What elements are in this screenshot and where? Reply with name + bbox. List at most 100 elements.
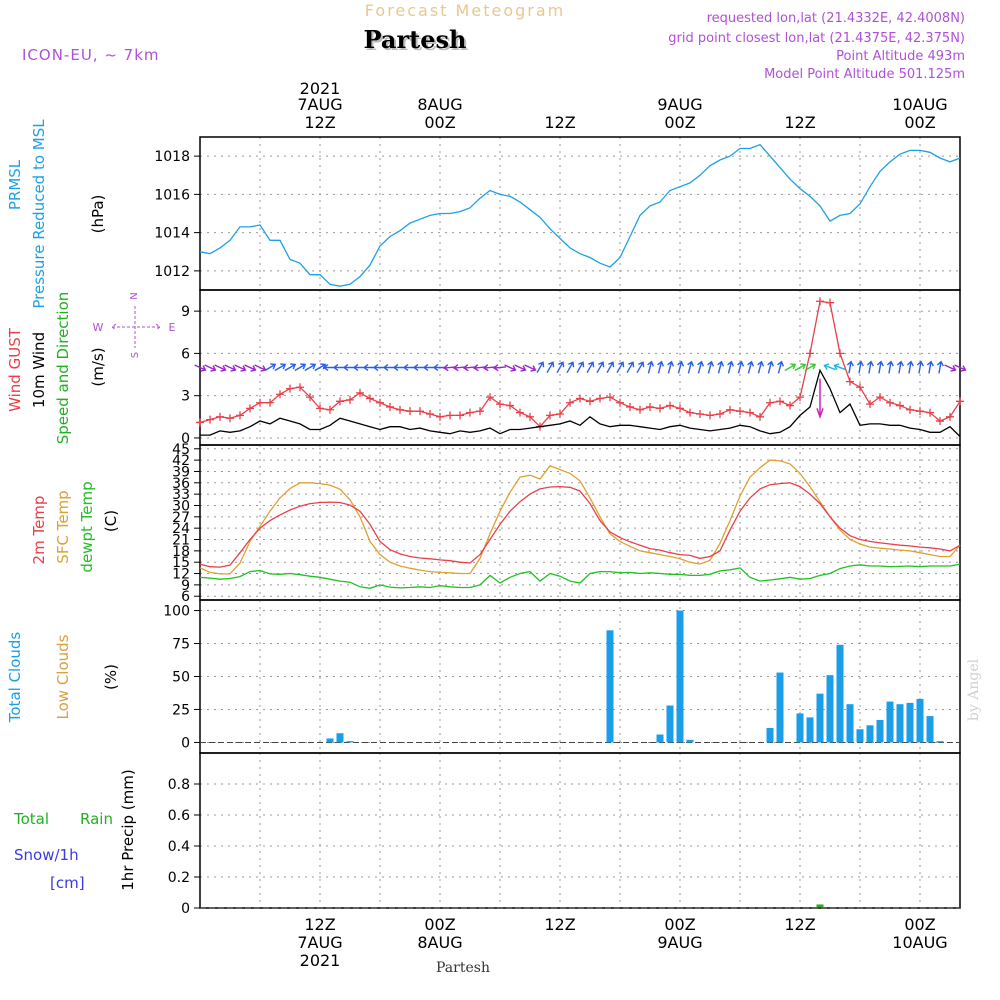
cloud-bar [936,741,944,743]
wind-direction-arrow [846,360,854,374]
temp-ytick-label: 36 [172,476,190,492]
wind-direction-arrow [626,361,635,374]
gust-marker [866,400,874,409]
cloud-ytick-label: 100 [163,604,190,620]
wind-direction-arrow [514,364,527,372]
wind-arrow-shape [747,360,755,374]
temp-ytick-label: 15 [172,555,190,571]
wind-arrow-shape [274,363,287,372]
wind-direction-arrow [636,361,645,374]
cloud-bar [656,734,664,743]
gust-marker [766,398,774,407]
sfc-temp-label: SFC Temp [54,490,72,563]
wind-arrow-shape [546,361,555,374]
wind-direction-arrow [224,364,237,372]
wind-direction-arrow [244,364,257,372]
cloud-bar [776,672,784,743]
wind-direction-arrow [504,364,517,372]
top-axis-hour: 00Z [664,113,695,132]
temp-ytick-label: 21 [172,533,190,549]
gust-marker [246,404,254,413]
wind-arrow-shape [926,360,934,374]
pressure-frame [199,136,961,291]
wind-direction-arrow [833,363,846,371]
gust-marker [636,405,644,414]
wind-ytick-label: 0 [181,431,190,447]
wind-arrow-spike [816,378,824,420]
credit-label: by Angel [966,658,982,721]
wind-direction-arrow [886,360,894,374]
wind-arrow-shape [906,360,914,374]
gust-marker [586,397,594,406]
rain-label: Rain [80,810,113,828]
wind-direction-arrow [697,360,705,374]
temp-unit: (C) [102,510,120,532]
gust-marker [896,401,904,410]
gust-marker [266,398,274,407]
wind-direction-arrow [767,360,775,374]
gust-marker [786,401,794,410]
precip-ytick-label: 0.2 [168,870,190,886]
precip-ytick-label: 0.8 [168,777,190,793]
temp-ytick-label: 39 [172,464,190,480]
cloud-bar [676,610,684,743]
dewpoint-label: dewpt Temp [78,481,96,572]
top-axis-date: 7AUG [297,95,342,114]
location-title: Partesh [364,25,467,54]
pressure-ytick-label: 1012 [154,264,190,280]
gust-marker [916,407,924,416]
wind-arrow-shape [896,360,904,374]
cloud-bar [836,644,844,743]
temp-ytick-label: 30 [172,498,190,514]
wind-arrow-shape [264,363,277,372]
gust-marker [546,411,554,420]
wind-arrow-shape [596,361,605,374]
cloud-ytick-label: 50 [172,670,190,686]
top-axis-year: 2021 [300,79,341,98]
gust-marker [366,394,374,403]
cloud-ytick-label: 0 [181,735,190,751]
cloud-bar [796,713,804,743]
temp-ytick-label: 45 [172,442,190,458]
pressure-label: PRMSL [6,159,24,210]
wind-arrow-shape [784,363,797,372]
wind-arrow-shape [954,364,967,372]
bottom-axis-hour: 00Z [424,915,455,934]
bottom-axis-hour: 00Z [904,915,935,934]
wind-direction-arrow [524,364,537,372]
wind-direction-arrow [596,361,605,374]
bottom-axis-date: 8AUG [417,933,462,952]
wind-arrow-shape [214,364,227,372]
gust-marker [486,393,494,402]
cloud-bar [846,704,854,743]
gust-marker [306,393,314,402]
wind-arrow-shape [944,364,957,372]
compass-w: W [93,321,104,334]
rain-total-label: Total [13,810,49,828]
temp-ytick-label: 33 [172,487,190,503]
gust-marker [386,402,394,411]
gust-marker [346,395,354,404]
bottom-axis-date: 10AUG [892,933,947,952]
temp-ytick-label: 27 [172,510,190,526]
gust-marker [666,401,674,410]
gust-marker [406,407,414,416]
gust-marker [856,383,864,392]
wind-direction-arrow [492,364,507,372]
wind-direction-arrow [274,363,287,372]
bottom-axis-year: 2021 [300,951,341,970]
cloud-bar [346,741,354,743]
gust-marker [846,377,854,386]
bottom-axis-hour: 12Z [544,915,575,934]
gust-marker [676,404,684,413]
top-axis-hour: 12Z [784,113,815,132]
cloud-ytick-label: 25 [172,702,190,718]
gust-marker [376,398,384,407]
wind-arrow-shape [556,361,565,374]
cloud-bar [816,693,824,743]
temp-ytick-label: 18 [172,544,190,560]
cloud-bar [916,698,924,743]
wind-arrow-shape [284,363,297,372]
wind-direction-arrow [757,360,765,374]
requested-coords: requested lon,lat (21.4332E, 42.4008N) [707,11,965,26]
